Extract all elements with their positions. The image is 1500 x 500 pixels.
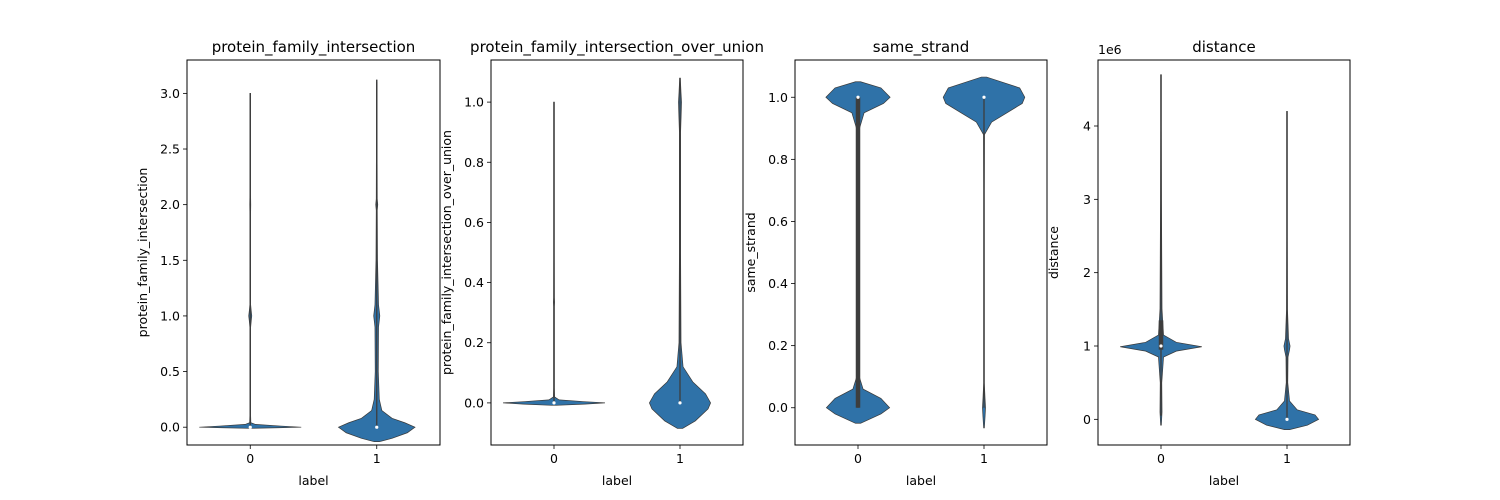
y-tick-label: 2.0 — [160, 197, 180, 212]
panel-title: distance — [1192, 38, 1256, 56]
panel-same-strand: same_strand label same_strand 0.0 0.2 0.4 0… — [743, 38, 1048, 488]
plot-marks — [199, 79, 416, 443]
x-tick-label: 1 — [373, 451, 381, 466]
y-tick-label: 3 — [1083, 192, 1091, 207]
y-tick-label: 0.6 — [768, 214, 788, 229]
y-axis-label: protein_family_intersection — [135, 168, 150, 338]
y-tick-label: 1.0 — [768, 90, 788, 105]
y-tick-label: 0.2 — [464, 335, 484, 350]
panel-protein-family-intersection-over-union: protein_family_intersection_over_union l… — [439, 38, 764, 488]
plot-frame — [186, 59, 441, 446]
x-tick-label: 0 — [1157, 451, 1165, 466]
y-tick-label: 0.4 — [464, 275, 484, 290]
y-axis-label: distance — [1046, 226, 1061, 279]
y-offset-label: 1e6 — [1098, 42, 1122, 57]
y-tick-label: 2.5 — [160, 142, 180, 157]
y-tick-label: 4 — [1083, 119, 1091, 134]
x-tick-label: 1 — [980, 451, 988, 466]
x-tick-label: 0 — [550, 451, 558, 466]
y-tick-label: 1.5 — [160, 253, 180, 268]
violin-median — [982, 95, 986, 99]
violin-median — [856, 95, 860, 99]
y-tick-label: 0 — [1083, 412, 1091, 427]
x-tick-label: 0 — [246, 451, 254, 466]
plot-marks — [502, 77, 711, 429]
violin-median — [1159, 344, 1163, 348]
y-tick-label: 1.0 — [160, 308, 180, 323]
y-tick-label: 1 — [1083, 339, 1091, 354]
panel-title: protein_family_intersection_over_union — [470, 38, 764, 57]
y-tick-label: 0.8 — [768, 152, 788, 167]
y-tick-label: 0.5 — [160, 364, 180, 379]
panel-distance: distance label distance 1e6 0 1 2 3 4 0 1 — [1046, 38, 1351, 488]
y-tick-label: 0.8 — [464, 155, 484, 170]
panel-title: same_strand — [873, 38, 969, 57]
plot-frame — [490, 59, 744, 446]
y-tick-label: 3.0 — [160, 86, 180, 101]
y-tick-label: 2 — [1083, 265, 1091, 280]
x-tick-label: 1 — [1283, 451, 1291, 466]
plot-frame — [1097, 59, 1351, 446]
violin-median — [552, 401, 556, 405]
y-tick-label: 0.4 — [768, 276, 788, 291]
x-axis-label: label — [1209, 473, 1239, 488]
y-tick-label: 0.0 — [464, 395, 484, 410]
y-tick-label: 0.2 — [768, 338, 788, 353]
violin-median — [248, 425, 252, 429]
y-tick-label: 0.0 — [768, 400, 788, 415]
y-tick-label: 0.6 — [464, 215, 484, 230]
y-axis-label: same_strand — [743, 212, 758, 292]
x-axis-label: label — [906, 473, 936, 488]
plot-marks — [1120, 74, 1320, 430]
violin-median — [375, 425, 379, 429]
panel-title: protein_family_intersection — [212, 38, 416, 57]
y-tick-label: 0.0 — [160, 420, 180, 435]
y-axis-label: protein_family_intersection_over_union — [439, 130, 454, 375]
plot-frame — [794, 59, 1048, 446]
x-axis-label: label — [298, 473, 328, 488]
panel-protein-family-intersection: protein_family_intersection label protei… — [135, 38, 441, 488]
x-tick-label: 1 — [676, 451, 684, 466]
x-tick-label: 0 — [854, 451, 862, 466]
x-axis-label: label — [602, 473, 632, 488]
plot-marks — [825, 76, 1026, 429]
y-tick-label: 1.0 — [464, 95, 484, 110]
violin-median — [678, 401, 682, 405]
violin-median — [1285, 417, 1289, 421]
